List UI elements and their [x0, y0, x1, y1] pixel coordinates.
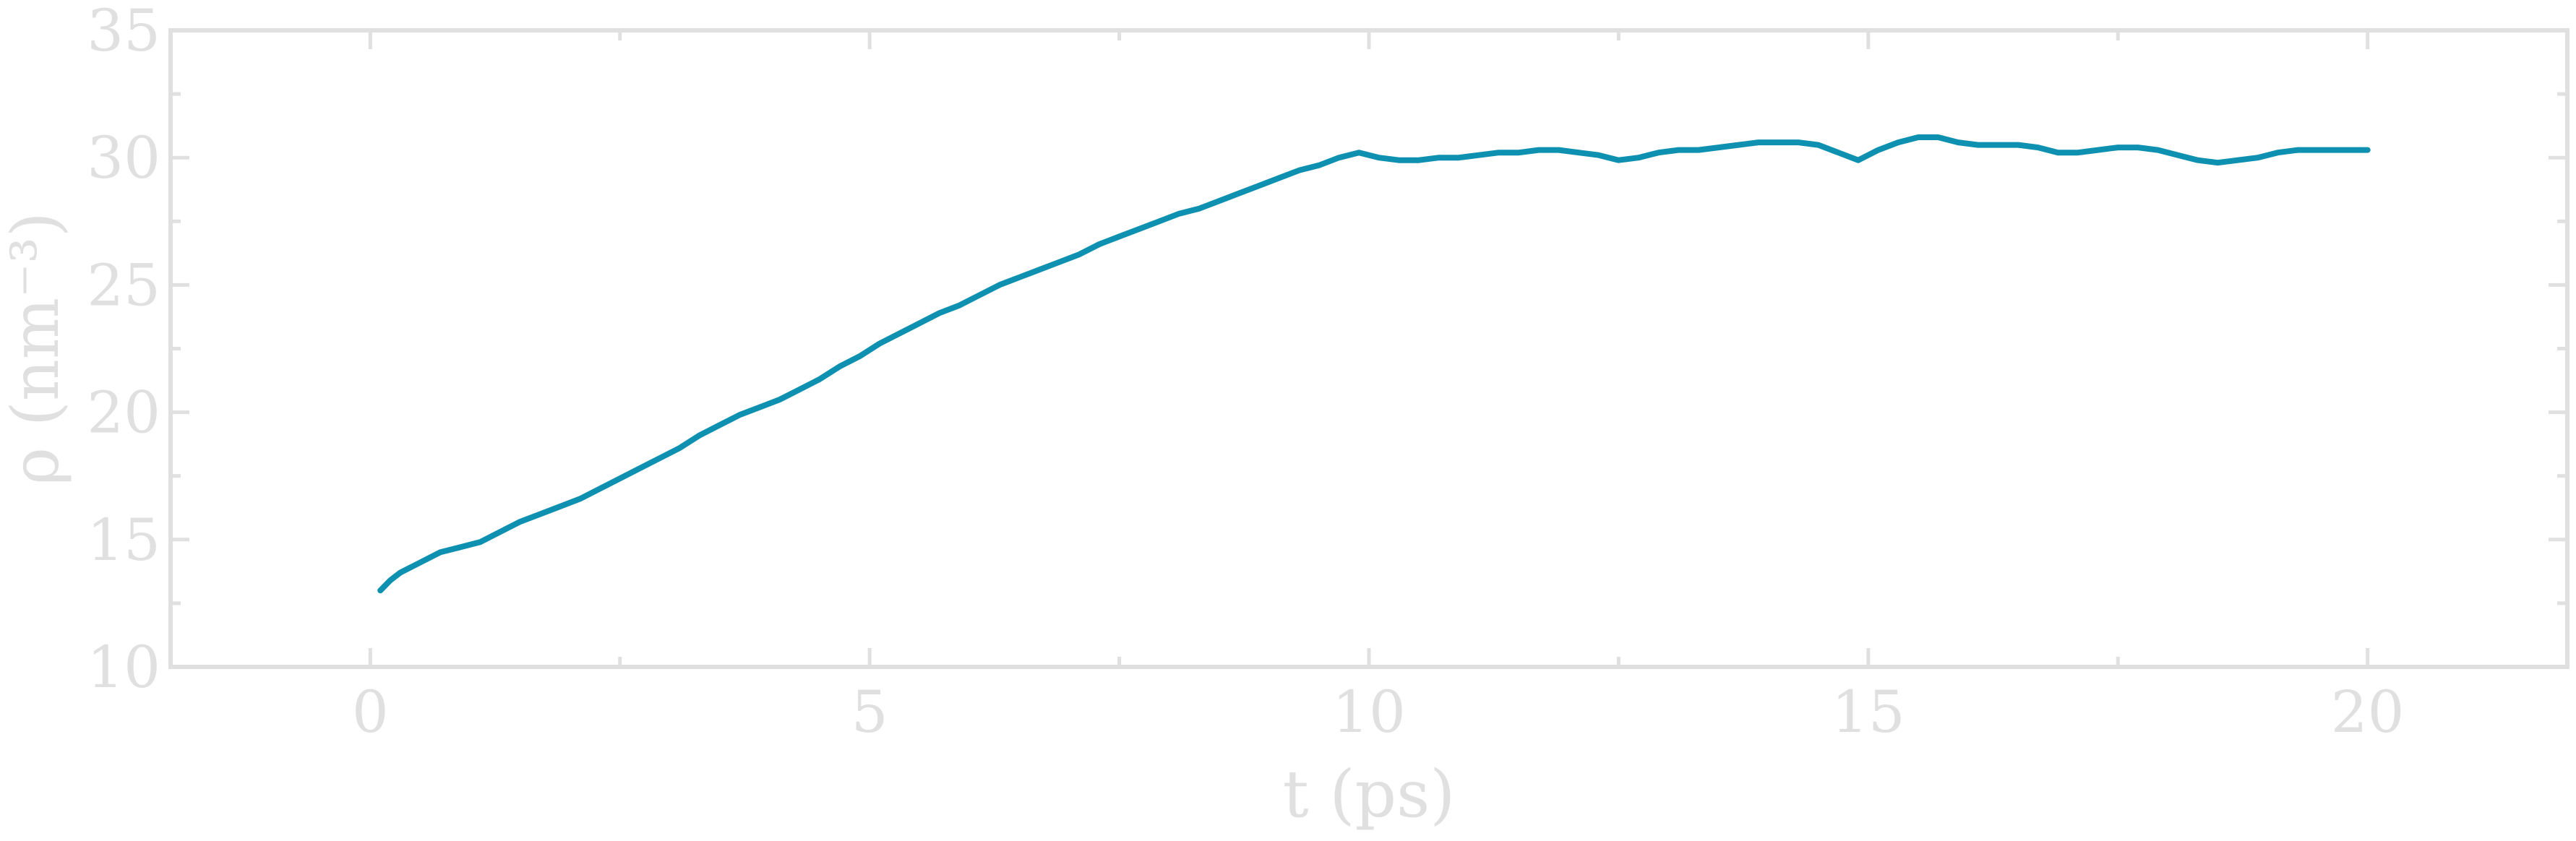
x-tick-label: 15 [1832, 678, 1905, 746]
x-tick-label: 5 [851, 678, 888, 746]
x-axis-label: t (ps) [1283, 756, 1456, 832]
plot-frame [168, 28, 2569, 669]
y-tick-label: 20 [87, 379, 160, 447]
tick-labels: 0 5 10 15 20 10 15 20 25 30 35 [87, 0, 2404, 746]
y-tick-label: 15 [87, 506, 160, 574]
y-tick-label: 35 [87, 0, 160, 64]
series-layer [377, 134, 2371, 594]
x-tick-label: 10 [1332, 678, 1406, 746]
axis-ticks [171, 28, 2567, 669]
density-series-line [377, 134, 2371, 594]
y-tick-label: 30 [87, 124, 160, 191]
y-tick-label: 10 [87, 634, 160, 701]
y-tick-label: 25 [87, 251, 160, 319]
x-tick-label: 20 [2331, 678, 2405, 746]
y-axis-label: ρ (nm⁻³) [0, 212, 74, 486]
x-tick-label: 0 [352, 678, 389, 746]
